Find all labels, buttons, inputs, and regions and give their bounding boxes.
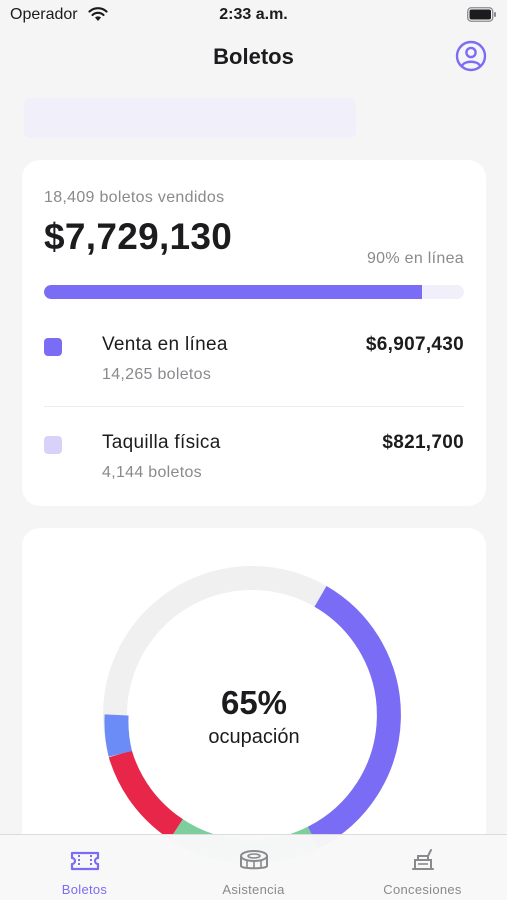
channel-amount: $6,907,430 [365, 334, 464, 355]
status-time: 2:33 a.m. [219, 6, 288, 23]
donut-segment-red [108, 750, 184, 840]
ticket-icon [70, 851, 100, 871]
placeholder-banner [24, 98, 356, 138]
tab-label: Boletos [61, 882, 108, 897]
occupancy-label: ocupación [208, 726, 300, 748]
channel-row-online[interactable]: Venta en línea 14,265 boletos $6,907,430 [44, 334, 464, 398]
occupancy-value: 65% [220, 684, 288, 721]
online-swatch [44, 338, 62, 356]
carrier-name: Operador [10, 6, 78, 23]
channel-label: Venta en línea [102, 334, 228, 355]
status-bar: Operador 2:33 a.m. [0, 0, 507, 34]
tab-label: Concesiones [383, 882, 462, 897]
tickets-sold-count: 18,409 boletos vendidos [44, 189, 225, 206]
tab-boletos[interactable]: Boletos [0, 835, 169, 900]
channel-tickets: 4,144 boletos [102, 464, 202, 481]
sales-card: 18,409 boletos vendidos $7,729,130 90% e… [22, 160, 486, 506]
box-office-swatch [44, 436, 62, 454]
total-revenue: $7,729,130 [44, 216, 233, 257]
online-progress-bar [44, 285, 464, 299]
donut-segment-purple [307, 586, 401, 849]
online-progress-fill [44, 285, 422, 299]
tab-concesiones[interactable]: Concesiones [338, 835, 507, 900]
page-title: Boletos [213, 44, 294, 69]
wifi-icon [88, 7, 108, 21]
channel-amount: $821,700 [382, 432, 464, 453]
channel-row-box-office[interactable]: Taquilla física 4,144 boletos $821,700 [44, 432, 464, 496]
tab-asistencia[interactable]: Asistencia [169, 835, 338, 900]
channel-tickets: 14,265 boletos [102, 366, 212, 383]
food-cart-icon [412, 849, 434, 870]
stadium-icon [240, 850, 268, 870]
tab-label: Asistencia [222, 882, 285, 897]
online-percent: 90% en línea [366, 250, 464, 267]
tab-bar: Boletos Asistencia Concesiones [0, 834, 507, 900]
divider [44, 406, 464, 407]
donut-segment-blue [104, 714, 133, 757]
person-circle-icon[interactable] [455, 40, 487, 72]
channel-label: Taquilla física [102, 432, 221, 453]
battery-icon [467, 7, 496, 22]
